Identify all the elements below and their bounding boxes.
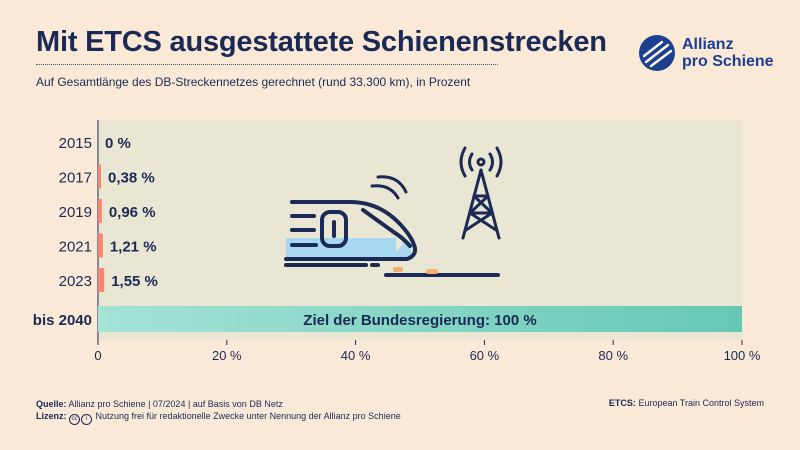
abbreviation-label: ETCS:	[608, 398, 636, 408]
category-label: 2021	[59, 239, 92, 256]
title-divider	[36, 64, 498, 65]
train-illustration	[284, 146, 503, 277]
license-label: Lizenz:	[36, 411, 67, 421]
source-line: Quelle: Allianz pro Schiene | 07/2024 | …	[36, 398, 401, 410]
value-label: 1,21 %	[110, 239, 157, 256]
value-label: 0,96 %	[109, 204, 156, 221]
target-bar-label: Ziel der Bundesregierung: 100 %	[303, 312, 536, 329]
brand-logo: Allianz pro Schiene	[638, 34, 778, 74]
license-line: Lizenz: cc i Nutzung frei für redaktionel…	[36, 410, 401, 425]
allianz-pro-schiene-logo-icon	[639, 35, 675, 71]
page-subtitle: Auf Gesamtlänge des DB-Streckennetzes ge…	[36, 75, 471, 89]
bar	[98, 164, 101, 189]
logo-wordmark: Allianz pro Schiene	[682, 36, 774, 70]
category-label: 2023	[59, 273, 92, 290]
category-label: 2015	[59, 135, 92, 152]
x-tick-label: 20 %	[212, 348, 242, 363]
x-tick-label: 100 %	[724, 348, 761, 363]
bar	[98, 199, 102, 223]
source-text: Allianz pro Schiene | 07/2024 | auf Basi…	[68, 399, 283, 409]
x-tick-label: 0	[94, 348, 101, 363]
source-label: Quelle:	[36, 399, 67, 409]
signal-tower-icon	[459, 146, 503, 240]
logo-line-1: Allianz	[682, 36, 734, 53]
logo-line-2: pro Schiene	[682, 53, 774, 70]
plot-area	[98, 120, 742, 340]
bar	[98, 233, 103, 258]
page-title: Mit ETCS ausgestattete Schienenstrecken	[36, 26, 607, 58]
creative-commons-icon: cc	[69, 414, 81, 425]
x-tick-label: 40 %	[341, 348, 371, 363]
etcs-bar-chart: 2015 0 % 2017 0,38 % 2019 0,96 % 2021 1,21 % 202…	[33, 120, 761, 363]
category-label: 2017	[59, 170, 92, 187]
category-label: 2019	[59, 204, 92, 221]
x-tick-label: 80 %	[598, 348, 628, 363]
value-label: 0,38 %	[108, 170, 155, 187]
value-label: 1,55 %	[111, 273, 158, 290]
target-category-label: bis 2040	[33, 312, 92, 329]
attribution-icon: i	[81, 414, 93, 425]
license-text: Nutzung frei für redaktionelle Zwecke un…	[95, 411, 401, 421]
train-icon	[284, 175, 500, 277]
abbreviation-note: ETCS: European Train Control System	[609, 398, 764, 408]
bar	[98, 268, 105, 292]
abbreviation-text: European Train Control System	[638, 398, 764, 408]
x-tick-label: 60 %	[470, 348, 500, 363]
track-accents	[393, 267, 438, 274]
chart-footer: Quelle: Allianz pro Schiene | 07/2024 | …	[36, 398, 401, 425]
value-label: 0 %	[105, 135, 131, 152]
target-bar	[98, 306, 742, 332]
